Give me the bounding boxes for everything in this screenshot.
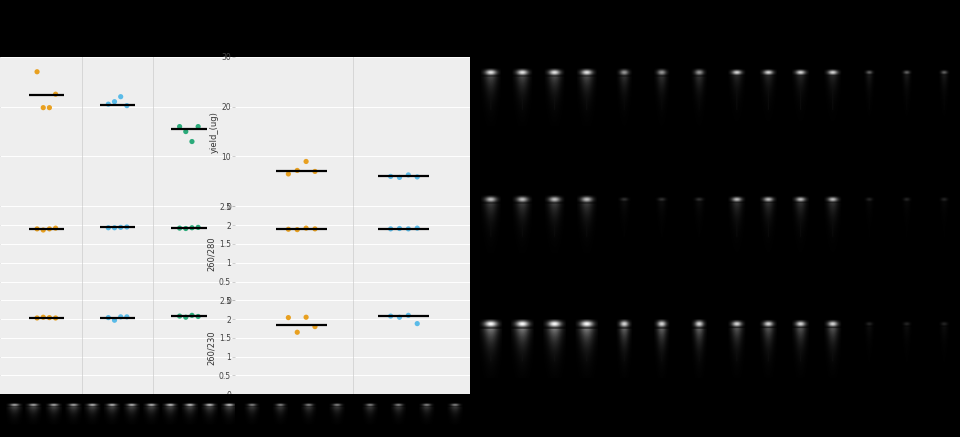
Y-axis label: 260/280: 260/280 (207, 236, 216, 271)
Point (190, 224, 205, 231)
Point (113, 224, 129, 231)
Point (383, 312, 398, 319)
Point (410, 320, 425, 327)
Point (299, 314, 314, 321)
Point (113, 313, 129, 320)
Point (107, 317, 122, 324)
Point (172, 225, 187, 232)
Point (36, 314, 51, 321)
Point (172, 123, 187, 130)
Point (113, 93, 129, 100)
Point (392, 174, 407, 181)
Point (299, 158, 314, 165)
Point (119, 313, 134, 320)
Point (400, 312, 416, 319)
Point (101, 101, 116, 108)
Point (307, 323, 323, 330)
Point (101, 224, 116, 231)
Point (36, 226, 51, 233)
Point (190, 313, 205, 320)
Point (119, 102, 134, 109)
Point (400, 225, 416, 232)
Point (41, 225, 57, 232)
Point (280, 226, 296, 233)
Point (30, 225, 45, 232)
Point (172, 312, 187, 319)
Point (307, 225, 323, 232)
Point (48, 225, 63, 232)
Point (383, 173, 398, 180)
Point (280, 314, 296, 321)
Point (184, 138, 200, 145)
Point (190, 123, 205, 130)
Point (30, 315, 45, 322)
Point (107, 224, 122, 231)
Point (179, 128, 194, 135)
Point (179, 314, 194, 321)
Point (280, 170, 296, 177)
Point (392, 314, 407, 321)
Point (410, 225, 425, 232)
Point (101, 314, 116, 321)
Point (30, 68, 45, 75)
Point (48, 315, 63, 322)
Point (41, 314, 57, 321)
Point (184, 224, 200, 231)
Point (36, 104, 51, 111)
Point (392, 225, 407, 232)
Point (184, 312, 200, 319)
Point (48, 91, 63, 98)
Point (400, 171, 416, 178)
Point (179, 225, 194, 232)
Point (290, 329, 305, 336)
Point (119, 223, 134, 230)
Point (290, 167, 305, 174)
Y-axis label: 260/230: 260/230 (207, 330, 216, 364)
Point (410, 173, 425, 180)
Point (290, 226, 305, 233)
Point (107, 98, 122, 105)
Point (383, 225, 398, 232)
Point (299, 225, 314, 232)
Point (41, 104, 57, 111)
Y-axis label: yield_(ug): yield_(ug) (209, 111, 219, 153)
Point (307, 168, 323, 175)
